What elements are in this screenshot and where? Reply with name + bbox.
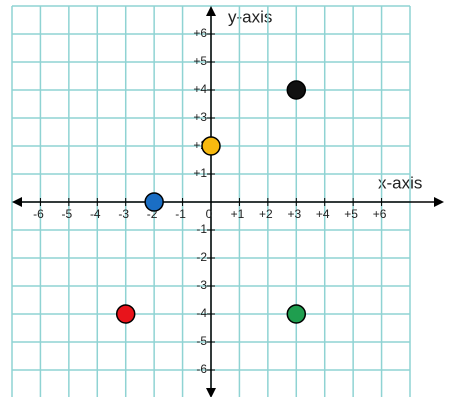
y-tick-label: +4 [193, 82, 207, 96]
x-axis-label: x-axis [378, 173, 422, 192]
y-tick-label: +1 [193, 166, 207, 180]
y-tick-label: -6 [196, 362, 207, 376]
y-tick-label: -1 [196, 222, 207, 236]
x-tick-label: -6 [33, 207, 44, 221]
x-tick-label: +3 [287, 207, 301, 221]
y-tick-label: -2 [196, 250, 207, 264]
y-tick-label: -5 [196, 334, 207, 348]
x-tick-label: +4 [316, 207, 330, 221]
x-tick-label: -4 [90, 207, 101, 221]
point [144, 192, 164, 212]
x-tick-label: +2 [259, 207, 273, 221]
x-tick-label: +6 [373, 207, 387, 221]
arrow [206, 6, 216, 16]
y-tick-label: -3 [196, 278, 207, 292]
x-tick-label: +5 [344, 207, 358, 221]
point [201, 136, 221, 156]
arrow [434, 197, 444, 207]
x-tick-label: -1 [175, 207, 186, 221]
x-tick-label: 0 [206, 207, 213, 221]
point [286, 304, 307, 324]
x-tick-label: -3 [118, 207, 129, 221]
arrow [206, 388, 216, 397]
arrow [12, 197, 22, 207]
x-tick-label: -2 [147, 207, 158, 221]
point [115, 304, 136, 324]
x-tick-label: +1 [231, 207, 245, 221]
y-tick-label: +3 [193, 110, 207, 124]
point [286, 80, 307, 100]
y-axis-label: y-axis [228, 7, 272, 26]
y-tick-label: +6 [193, 26, 207, 40]
y-tick-label: +5 [193, 54, 207, 68]
x-tick-label: -5 [62, 207, 73, 221]
y-tick-label: -4 [196, 306, 207, 320]
